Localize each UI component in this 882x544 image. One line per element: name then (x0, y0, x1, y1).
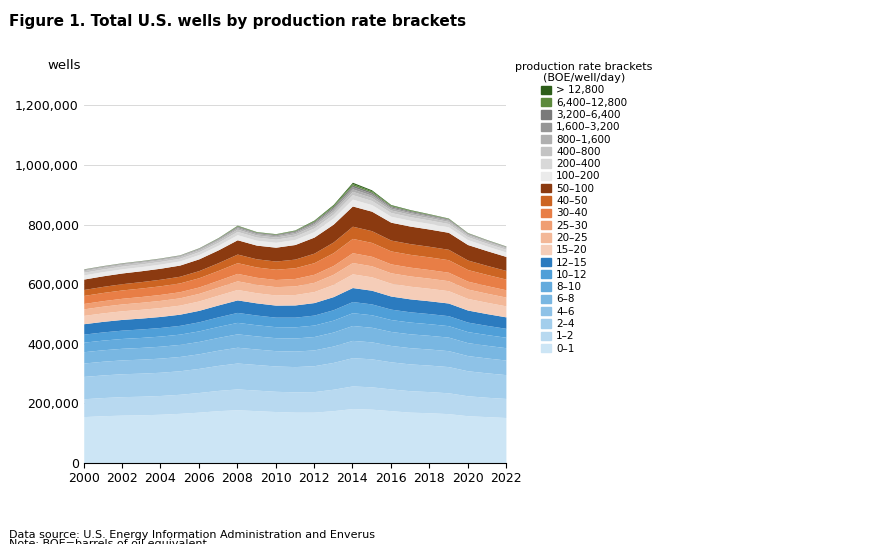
Text: wells: wells (48, 59, 81, 72)
Text: Figure 1. Total U.S. wells by production rate brackets: Figure 1. Total U.S. wells by production… (9, 14, 466, 29)
Text: Note: BOE=barrels of oil equivalent: Note: BOE=barrels of oil equivalent (9, 539, 206, 544)
Text: Data source: U.S. Energy Information Administration and Enverus: Data source: U.S. Energy Information Adm… (9, 530, 375, 540)
Legend: > 12,800, 6,400–12,800, 3,200–6,400, 1,600–3,200, 800–1,600, 400–800, 200–400, 1: > 12,800, 6,400–12,800, 3,200–6,400, 1,6… (515, 61, 653, 354)
